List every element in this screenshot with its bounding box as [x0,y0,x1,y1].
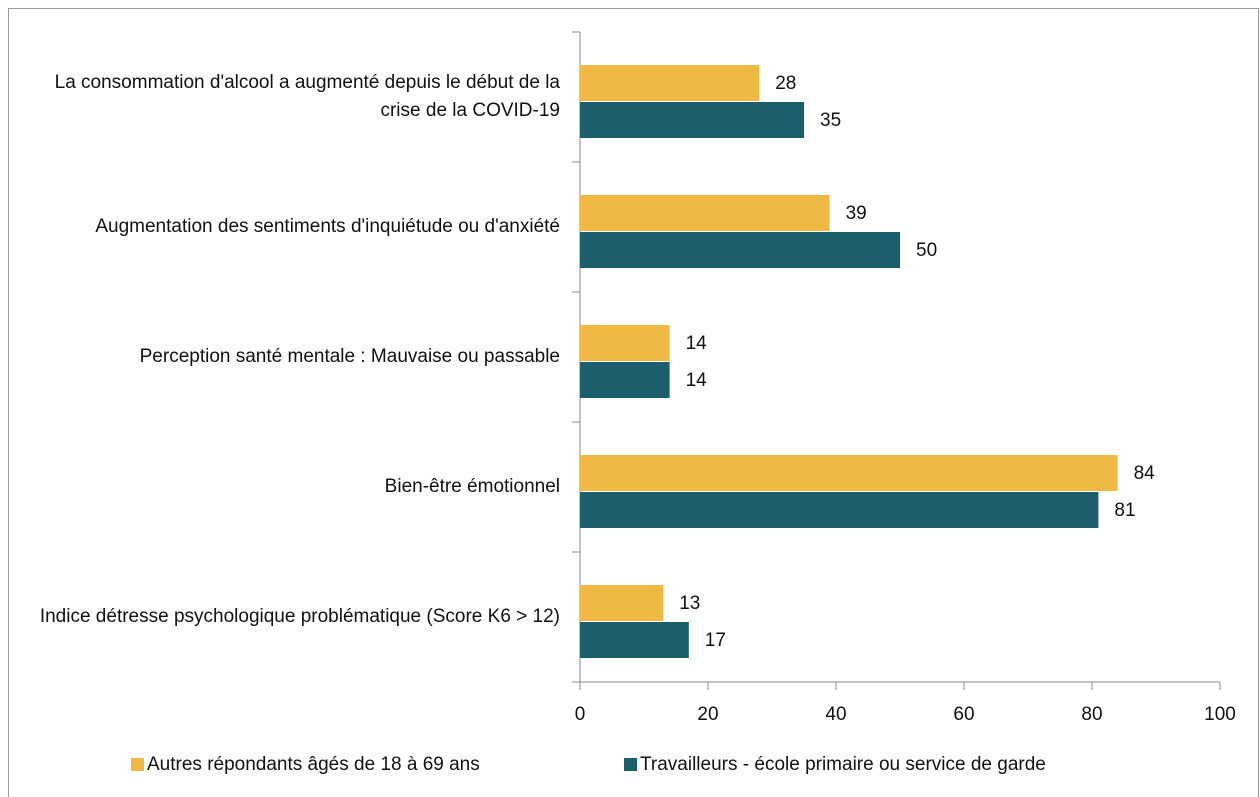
value-label: 84 [1134,463,1156,484]
category-label: Augmentation des sentiments d'inquiétude… [95,216,560,237]
bar [580,455,1118,491]
x-tick-label: 20 [697,704,718,725]
value-label: 13 [679,593,700,614]
category-label: Indice détresse psychologique problémati… [39,606,560,627]
category-label: Perception santé mentale : Mauvaise ou p… [139,346,560,367]
value-label: 39 [846,203,867,224]
bar [580,195,830,231]
value-label: 35 [820,110,841,131]
legend-label: Travailleurs - école primaire ou service… [640,754,1046,775]
value-label: 14 [686,333,708,354]
bar [580,325,670,361]
legend-label: Autres répondants âgés de 18 à 69 ans [147,754,480,775]
bar [580,585,664,621]
value-label: 81 [1114,500,1135,521]
x-tick-label: 40 [825,704,846,725]
category-label: La consommation d'alcool a augmenté depu… [54,72,560,121]
bar [580,65,760,101]
bar [580,102,804,138]
bar [580,362,670,398]
value-label: 50 [916,240,937,261]
value-label: 28 [775,73,796,94]
x-tick-label: 100 [1204,704,1236,725]
bar [580,492,1099,528]
x-tick-label: 60 [953,704,974,725]
value-label: 14 [686,370,708,391]
legend-swatch [131,758,144,771]
frame [8,8,1259,797]
bar [580,232,900,268]
bar [580,622,689,658]
legend-swatch [624,758,637,771]
value-label: 17 [705,630,726,651]
category-label: Bien-être émotionnel [384,476,560,497]
x-tick-label: 0 [575,704,586,725]
x-tick-label: 80 [1081,704,1102,725]
